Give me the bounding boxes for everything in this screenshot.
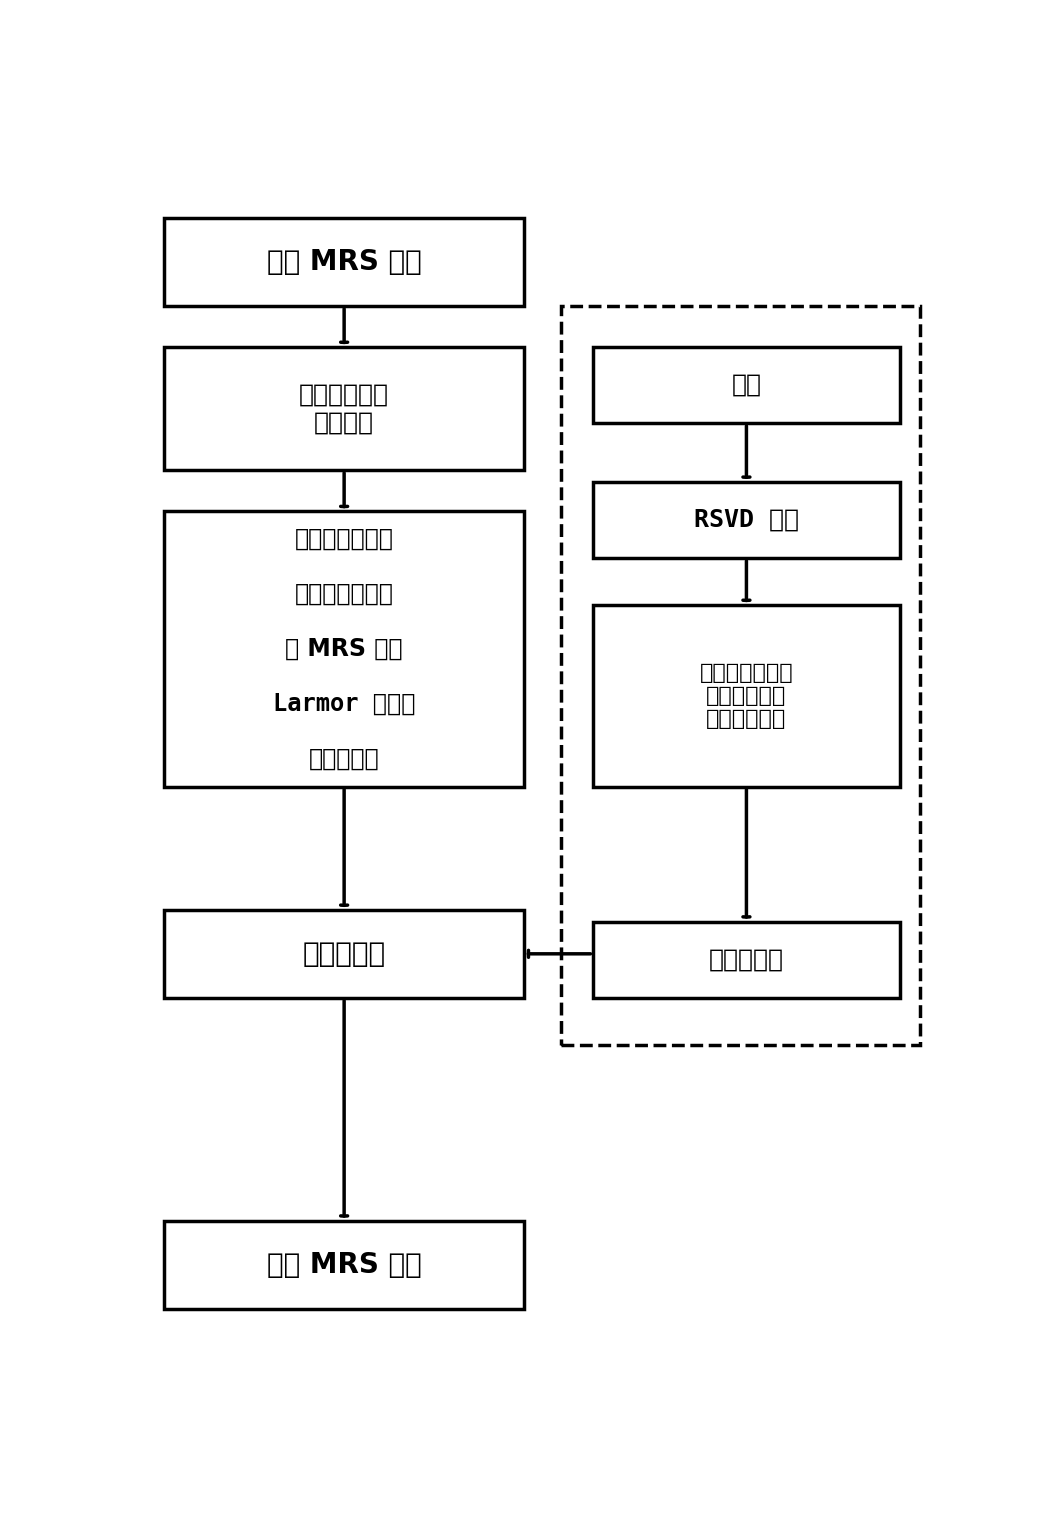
FancyBboxPatch shape xyxy=(164,909,524,998)
Text: 提取 MRS 信号: 提取 MRS 信号 xyxy=(267,1250,422,1279)
Text: 应幅值位置: 应幅值位置 xyxy=(309,748,379,771)
Text: 采集 MRS 信号: 采集 MRS 信号 xyxy=(267,248,422,276)
Text: 奇异谱分析: 奇异谱分析 xyxy=(302,940,386,967)
Text: 功率谱分析，按: 功率谱分析，按 xyxy=(295,527,393,551)
FancyBboxPatch shape xyxy=(593,921,899,998)
FancyBboxPatch shape xyxy=(164,512,524,787)
FancyBboxPatch shape xyxy=(593,605,899,787)
FancyBboxPatch shape xyxy=(164,1220,524,1308)
Text: RSVD 分解: RSVD 分解 xyxy=(694,507,799,532)
Text: 根据幅值位置，
选择对应的奇
异值重构矩阵: 根据幅值位置， 选择对应的奇 异值重构矩阵 xyxy=(700,663,794,730)
Text: 对角平均化: 对角平均化 xyxy=(709,947,784,972)
Text: 嵌入: 嵌入 xyxy=(731,373,761,398)
FancyBboxPatch shape xyxy=(593,481,899,557)
FancyBboxPatch shape xyxy=(593,347,899,423)
FancyBboxPatch shape xyxy=(164,218,524,306)
Text: Larmor 频率对: Larmor 频率对 xyxy=(273,691,415,716)
Text: 定 MRS 信号: 定 MRS 信号 xyxy=(286,637,403,661)
Text: 通过宽频带带
通滤波器: 通过宽频带带 通滤波器 xyxy=(299,382,389,434)
Text: 照幅值排序，确: 照幅值排序，确 xyxy=(295,582,393,606)
FancyBboxPatch shape xyxy=(164,347,524,471)
